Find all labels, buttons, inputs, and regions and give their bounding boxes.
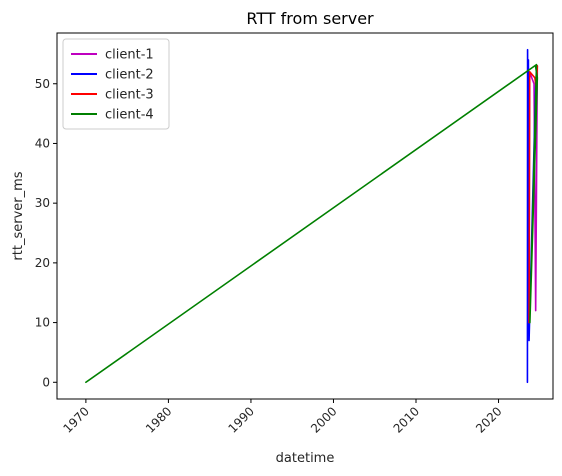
y-tick-label: 20 <box>35 256 50 270</box>
x-axis-label: datetime <box>276 451 335 466</box>
y-tick-label: 50 <box>35 77 50 91</box>
y-axis-ticks: 0 10 20 30 40 50 <box>35 77 57 389</box>
legend-frame <box>62 38 170 130</box>
legend: client-1 client-2 client-3 client-4 <box>62 38 170 130</box>
y-tick-label: 10 <box>35 316 50 330</box>
legend-label-4: client-4 <box>105 108 154 123</box>
legend-label-3: client-3 <box>105 88 154 103</box>
legend-label-1: client-1 <box>105 48 154 63</box>
series-layer <box>85 48 539 384</box>
y-axis-label: rtt_server_ms <box>11 171 26 260</box>
y-tick-label: 30 <box>35 196 50 210</box>
y-tick-label: 0 <box>42 375 50 389</box>
plot-frame <box>56 32 554 400</box>
y-tick-label: 40 <box>35 136 50 150</box>
chart-title: RTT from server <box>246 9 374 28</box>
series-line-4 <box>85 63 539 384</box>
legend-label-2: client-2 <box>105 68 154 83</box>
